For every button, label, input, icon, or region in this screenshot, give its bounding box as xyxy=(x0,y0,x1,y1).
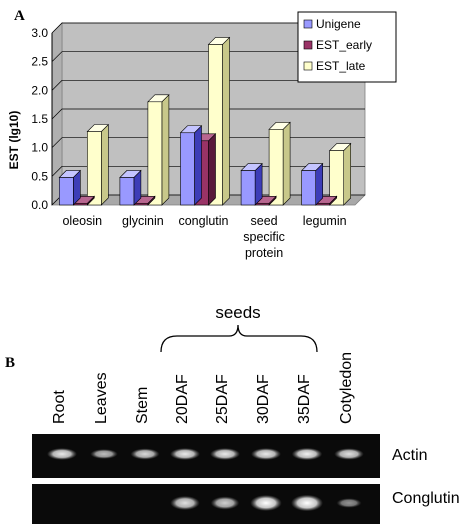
lane-label-30daf: 30DAF xyxy=(255,374,272,424)
x-category-label: conglutin xyxy=(178,214,228,228)
gel-band xyxy=(170,448,200,460)
gel-band xyxy=(291,447,323,461)
gel-band xyxy=(291,494,323,512)
gridline xyxy=(51,22,365,34)
gel-band xyxy=(170,495,200,511)
panel-b-label: B xyxy=(5,355,15,371)
bar-est-late xyxy=(268,121,291,206)
lane-label-cotyledon: Cotyledon xyxy=(338,352,355,424)
gel-band xyxy=(210,448,240,460)
panel-a-label: A xyxy=(14,8,25,24)
gel-actin xyxy=(32,434,380,478)
gel-band xyxy=(334,448,364,460)
gel-band xyxy=(251,448,281,460)
x-category-label: legumin xyxy=(303,214,347,228)
bar-est-late xyxy=(328,142,352,206)
legend-label: EST_early xyxy=(316,38,372,52)
bar-unigene xyxy=(58,169,82,206)
y-tick-label: 2.0 xyxy=(31,83,48,97)
gridline xyxy=(51,79,365,91)
bar-est-late xyxy=(86,123,110,206)
y-tick-label: 0.5 xyxy=(31,169,48,183)
gel-band xyxy=(250,494,282,512)
lane-label-20daf: 20DAF xyxy=(174,374,191,424)
gel-band xyxy=(47,448,77,460)
legend-swatch xyxy=(303,40,313,50)
seeds-label: seeds xyxy=(215,303,260,322)
legend-swatch xyxy=(303,19,313,29)
gel-label-conglutin: Conglutin xyxy=(392,490,460,507)
gridline xyxy=(51,137,365,148)
y-axis-label: EST (lg10) xyxy=(7,111,21,170)
y-tick-label: 3.0 xyxy=(31,26,48,40)
bar-unigene xyxy=(179,125,203,206)
x-category-label: oleosin xyxy=(62,214,102,228)
y-tick-label: 1.5 xyxy=(31,112,48,126)
bar-unigene xyxy=(240,162,263,206)
lane-label-25daf: 25DAF xyxy=(214,374,231,424)
bar-unigene xyxy=(300,162,324,206)
bar-unigene xyxy=(119,169,142,206)
legend-label: EST_late xyxy=(316,59,366,73)
legend: Unigene EST_early EST_late xyxy=(297,11,397,83)
bar-est-late xyxy=(147,94,170,206)
gel-label-actin: Actin xyxy=(392,447,428,464)
y-tick-label: 1.0 xyxy=(31,141,48,155)
x-category-label: glycinin xyxy=(122,214,164,228)
gel-conglutin xyxy=(32,484,380,524)
y-tick-label: 2.5 xyxy=(31,55,48,69)
gridline xyxy=(51,165,365,177)
lane-label-stem: Stem xyxy=(134,387,151,424)
gel-band xyxy=(90,449,118,459)
gridline xyxy=(51,108,365,120)
gel-band xyxy=(130,448,160,460)
lane-label-35daf: 35DAF xyxy=(296,374,313,424)
gridline xyxy=(51,51,365,62)
bar-chart: 0.0 0.5 1.0 1.5 2.0 2.5 3.0 oleosin glycinin cong… xyxy=(31,11,397,260)
seeds-bracket xyxy=(160,324,318,353)
legend-label: Unigene xyxy=(316,17,361,31)
lane-label-leaves: Leaves xyxy=(93,372,110,424)
lane-label-root: Root xyxy=(51,390,68,424)
gel-band xyxy=(336,498,362,508)
lane-labels: Root Leaves Stem 20DAF 25DAF 30DAF 35DAF Cotyle… xyxy=(51,352,355,424)
legend-swatch xyxy=(303,61,313,71)
x-category-label: seed specific protein xyxy=(243,214,285,260)
y-tick-label: 0.0 xyxy=(31,198,48,212)
gel-band xyxy=(210,496,240,510)
